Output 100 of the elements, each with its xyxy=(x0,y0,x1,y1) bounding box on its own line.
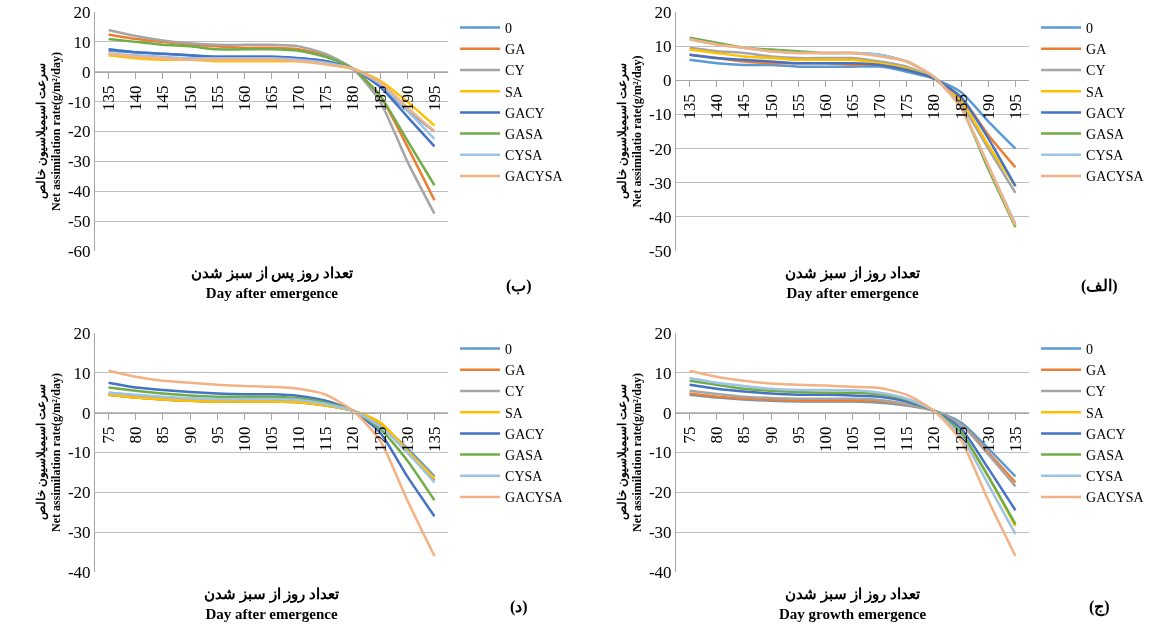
legend-label: CYSA xyxy=(1086,148,1125,164)
x-tick-label: 160 xyxy=(234,85,254,112)
legend-label: 0 xyxy=(505,342,513,358)
x-tick-label: 175 xyxy=(897,94,917,120)
legend-label: GACY xyxy=(505,426,545,442)
y-tick-label: 20 xyxy=(654,323,672,343)
y-tick-label: -30 xyxy=(648,523,672,543)
x-tick-label: 135 xyxy=(424,426,444,452)
x-tick-label: 155 xyxy=(207,85,227,112)
legend-label: CY xyxy=(505,384,525,400)
x-tick-label: 110 xyxy=(289,426,309,452)
legend-label: 0 xyxy=(505,21,513,37)
x-tick-label: 165 xyxy=(843,94,863,120)
x-tick-label: 135 xyxy=(1005,426,1025,452)
x-tick-label: 140 xyxy=(707,94,727,120)
y-tick-label: 10 xyxy=(654,37,672,57)
y-tick-label: -60 xyxy=(67,241,91,261)
legend-label: CYSA xyxy=(505,148,544,164)
legend-label: GASA xyxy=(505,127,545,143)
x-tick-label: 170 xyxy=(870,94,890,120)
y-tick-label: -10 xyxy=(648,443,672,463)
x-tick-label: 170 xyxy=(289,85,309,112)
x-tick-label: 145 xyxy=(153,85,173,112)
legend-label: GA xyxy=(505,363,527,379)
x-tick-label: 85 xyxy=(153,426,173,444)
x-tick-label: 125 xyxy=(370,426,390,452)
x-tick-label: 90 xyxy=(761,426,781,444)
x-tick-label: 105 xyxy=(843,426,863,452)
y-tick-label: -50 xyxy=(67,212,91,232)
legend-label: 0 xyxy=(1086,342,1094,358)
x-tick-label: 190 xyxy=(397,85,417,112)
x-tick-label: 130 xyxy=(978,426,998,452)
y-tick-label: -20 xyxy=(648,483,672,503)
y-tick-label: -40 xyxy=(67,182,91,202)
y-tick-label: 0 xyxy=(82,403,91,423)
x-tick-label: 165 xyxy=(262,85,282,112)
x-tick-label: 120 xyxy=(924,426,944,452)
x-tick-label: 125 xyxy=(951,426,971,452)
legend-label: GACY xyxy=(1086,426,1126,442)
x-tick-label: 90 xyxy=(180,426,200,444)
y-tick-label: -40 xyxy=(648,562,672,582)
x-tick-label: 180 xyxy=(924,94,944,120)
x-tick-label: 150 xyxy=(761,94,781,120)
legend-label: SA xyxy=(505,84,524,100)
y-tick-label: 20 xyxy=(73,323,91,343)
x-tick-label: 190 xyxy=(978,94,998,120)
legend-label: GA xyxy=(1086,42,1108,58)
x-tick-label: 160 xyxy=(815,94,835,120)
x-tick-label: 95 xyxy=(788,426,808,444)
legend-label: GACYSA xyxy=(1086,490,1145,506)
legend-label: GACYSA xyxy=(1086,169,1145,185)
text: (ب) xyxy=(506,277,532,295)
x-tick-label: 115 xyxy=(316,426,336,452)
legend-label: GACYSA xyxy=(505,490,564,506)
x-tick-label: 75 xyxy=(99,426,119,444)
x-tick-label: 115 xyxy=(897,426,917,452)
y-tick-label: 20 xyxy=(654,2,672,22)
y-tick-label: -10 xyxy=(67,443,91,463)
y-tick-label: -20 xyxy=(67,122,91,142)
y-tick-label: 10 xyxy=(73,32,91,52)
y-tick-label: -30 xyxy=(648,173,672,193)
y-tick-label: -10 xyxy=(648,105,672,125)
x-tick-label: 120 xyxy=(343,426,363,452)
legend-label: CY xyxy=(1086,384,1106,400)
y-tick-label: -30 xyxy=(67,523,91,543)
x-tick-label: 100 xyxy=(234,426,254,452)
x-tick-label: 150 xyxy=(180,85,200,112)
y-tick-label: 10 xyxy=(654,363,672,383)
y-tick-label: -20 xyxy=(67,483,91,503)
legend-label: SA xyxy=(1086,84,1105,100)
y-tick-label: -40 xyxy=(67,562,91,582)
legend-label: CY xyxy=(1086,63,1106,79)
x-tick-label: 105 xyxy=(262,426,282,452)
x-tick-label: 155 xyxy=(788,94,808,120)
y-tick-label: 20 xyxy=(73,2,91,22)
x-tick-label: 80 xyxy=(707,426,727,444)
x-tick-label: 130 xyxy=(397,426,417,452)
x-tick-label: 75 xyxy=(680,426,700,444)
legend-label: CYSA xyxy=(505,469,544,485)
y-tick-label: -50 xyxy=(648,241,672,261)
legend-label: CYSA xyxy=(1086,469,1125,485)
legend-label: GACYSA xyxy=(505,169,564,185)
x-tick-label: 85 xyxy=(734,426,754,444)
x-tick-label: 185 xyxy=(951,94,971,120)
y-tick-label: -20 xyxy=(648,139,672,159)
text: (د) xyxy=(510,598,528,616)
y-tick-label: -40 xyxy=(648,207,672,227)
y-tick-label: 10 xyxy=(73,363,91,383)
legend-label: CY xyxy=(505,63,525,79)
x-tick-label: 140 xyxy=(126,85,146,112)
y-tick-label: -10 xyxy=(67,92,91,112)
x-tick-label: 180 xyxy=(343,85,363,112)
text: (الف) xyxy=(1081,277,1118,295)
x-tick-label: 135 xyxy=(680,94,700,120)
legend-label: GA xyxy=(505,42,527,58)
text: (ج) xyxy=(1089,598,1110,617)
x-tick-label: 80 xyxy=(126,426,146,444)
x-tick-label: 175 xyxy=(316,85,336,112)
x-tick-label: 145 xyxy=(734,94,754,120)
x-tick-label: 135 xyxy=(99,85,119,112)
